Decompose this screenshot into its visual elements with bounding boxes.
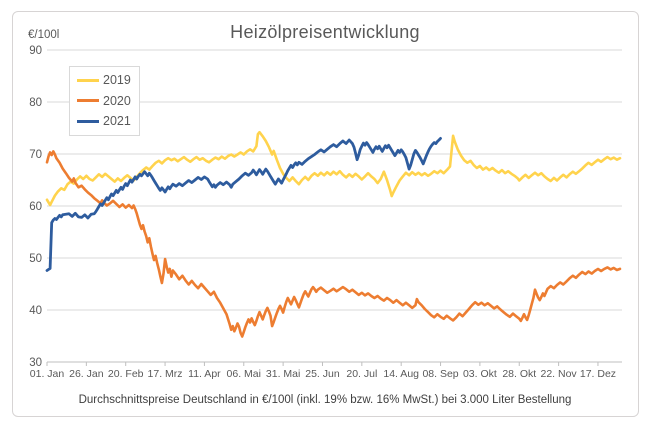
y-tick-label-80: 80 [29, 97, 42, 109]
legend-item-2019: 2019 [77, 74, 133, 87]
y-tick-label-60: 60 [29, 201, 42, 213]
series-line-2019 [45, 130, 622, 207]
x-tick-label-13: 28. Okt [502, 368, 536, 380]
y-axis-unit-label: €/100l [28, 29, 60, 41]
x-tick-label-1: 01. Jan [30, 368, 65, 380]
legend-swatch-2020 [77, 99, 99, 103]
x-tick-label-4: 17. Mrz [148, 368, 183, 380]
series-line-2020 [45, 150, 622, 338]
y-tick-label-30: 30 [29, 357, 42, 369]
legend-label-2019: 2019 [103, 73, 131, 87]
legend-label-2021: 2021 [103, 114, 131, 128]
y-tick-label-50: 50 [29, 253, 42, 265]
legend-label-2020: 2020 [103, 93, 131, 108]
legend-item-2020: 2020 [77, 93, 133, 108]
legend-swatch-2019 [77, 78, 99, 82]
chart-caption: Durchschnittspreise Deutschland in €/100… [78, 394, 572, 406]
chart-title: Heizölpreisentwicklung [230, 22, 420, 42]
x-tick-label-14: 22. Nov [541, 368, 578, 380]
legend-item-2021: 2021 [77, 115, 133, 128]
x-tick-label-5: 11. Apr [188, 368, 221, 380]
x-tick-label-7: 31. Mai [266, 368, 300, 380]
legend-swatch-2021 [77, 119, 99, 123]
x-tick-label-6: 06. Mai [227, 368, 261, 380]
chart-legend: 2019 2020 2021 [69, 66, 140, 136]
series-line-2021 [45, 136, 442, 272]
x-tick-label-11: 08. Sep [422, 368, 458, 380]
x-tick-label-3: 20. Feb [108, 368, 144, 380]
x-tick-label-10: 14. Aug [383, 368, 419, 380]
y-tick-label-90: 90 [29, 45, 42, 57]
y-tick-label-70: 70 [29, 149, 42, 161]
y-tick-label-40: 40 [29, 305, 42, 317]
x-tick-label-15: 17. Dez [580, 368, 616, 380]
x-tick-label-2: 26. Jan [69, 368, 104, 380]
x-tick-label-8: 25. Jun [305, 368, 340, 380]
x-tick-label-9: 20. Jul [346, 368, 377, 380]
x-tick-label-12: 03. Okt [463, 368, 497, 380]
